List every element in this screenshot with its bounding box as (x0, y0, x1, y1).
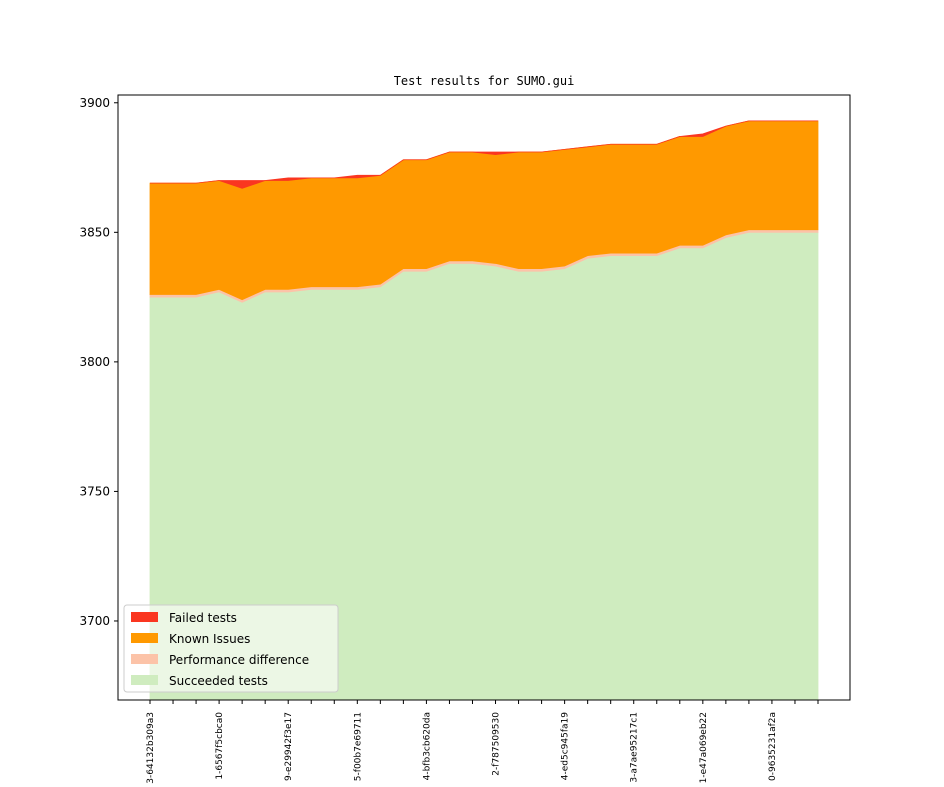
legend-swatch (131, 654, 158, 664)
x-tick-label: 3-a7ae95217c1 (630, 712, 640, 783)
x-tick-label: 3-64132b309a3 (146, 712, 156, 784)
y-tick-label: 3750 (79, 484, 110, 498)
legend-swatch (131, 633, 158, 643)
axes-frame (117, 94, 851, 701)
legend: Failed tests Known Issues Performance diff… (123, 604, 339, 693)
legend-label: Performance difference (169, 653, 309, 667)
chart-title: Test results for SUMO.gui (394, 74, 575, 88)
area (150, 120, 818, 189)
x-tick-label: 5-f00b7e69711 (353, 712, 363, 781)
x-tick-label: 1-6567f5cbca0 (215, 712, 225, 780)
x-tick-label: 2-f787509530 (492, 712, 502, 776)
legend-swatch (131, 612, 158, 622)
legend-label: Failed tests (169, 611, 237, 625)
legend-box (123, 604, 339, 693)
y-tick-label: 3800 (79, 355, 110, 369)
x-tick-label: 1-e47a069eb22 (699, 712, 709, 783)
legend-swatch (131, 675, 158, 685)
y-tick-label: 3700 (79, 614, 110, 628)
x-tick-label: 0-9635231af2a (768, 712, 778, 781)
y-tick-label: 3900 (79, 96, 110, 110)
legend-label: Succeeded tests (169, 674, 268, 688)
legend-label: Known Issues (169, 632, 250, 646)
x-tick-label: 4-ed5c945fa19 (561, 712, 571, 780)
x-tick-label: 9-e29942f3e17 (284, 712, 294, 781)
x-tick-label: 4-bfb3cb620da (422, 712, 432, 780)
y-tick-label: 3850 (79, 225, 110, 239)
